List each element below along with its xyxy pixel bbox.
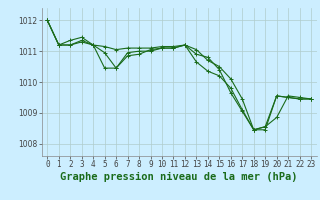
X-axis label: Graphe pression niveau de la mer (hPa): Graphe pression niveau de la mer (hPa)	[60, 172, 298, 182]
